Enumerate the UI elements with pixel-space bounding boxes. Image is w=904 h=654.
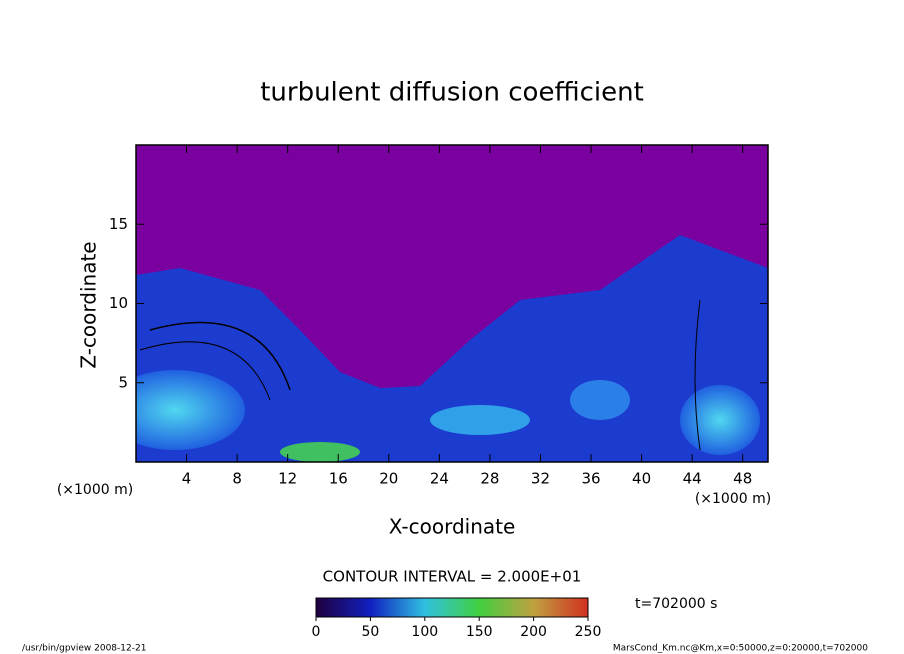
y-tick-label: 5 [118, 373, 128, 391]
colorbar-tick-label: 50 [361, 624, 379, 640]
x-tick-label: 32 [531, 470, 550, 488]
x-tick-label: 44 [683, 470, 702, 488]
colorbar-tick-label: 100 [411, 624, 438, 640]
colorbar [315, 597, 589, 618]
footer-left: /usr/bin/gpview 2008-12-21 [22, 644, 146, 654]
field [136, 145, 768, 462]
y-unit: (×1000 m) [57, 482, 133, 498]
x-tick-label: 20 [379, 470, 398, 488]
y-tick-label: 15 [109, 215, 128, 233]
x-tick-label: 12 [278, 470, 297, 488]
chart-title: turbulent diffusion coefficient [260, 78, 644, 108]
colorbar-tick-label: 200 [520, 624, 547, 640]
colorbar-tick-label: 250 [575, 624, 602, 640]
y-tick-label: 10 [109, 294, 128, 312]
x-tick-label: 8 [232, 470, 242, 488]
footer-right: MarsCond_Km.nc@Km,x=0:50000,z=0:20000,t=… [613, 644, 868, 654]
contour-interval: CONTOUR INTERVAL = 2.000E+01 [323, 568, 582, 586]
x-tick-label: 24 [430, 470, 449, 488]
y-axis-label: Z-coordinate [77, 241, 101, 368]
time-label: t=702000 s [635, 596, 717, 612]
colorbar-tick-label: 150 [466, 624, 493, 640]
x-tick-label: 40 [632, 470, 651, 488]
x-axis-label: X-coordinate [389, 515, 516, 539]
x-unit: (×1000 m) [695, 491, 771, 507]
colorbar-tick-label: 0 [312, 624, 321, 640]
x-tick-label: 28 [480, 470, 499, 488]
x-tick-label: 36 [581, 470, 600, 488]
x-tick-label: 16 [329, 470, 348, 488]
x-tick-label: 4 [182, 470, 192, 488]
x-tick-label: 48 [733, 470, 752, 488]
